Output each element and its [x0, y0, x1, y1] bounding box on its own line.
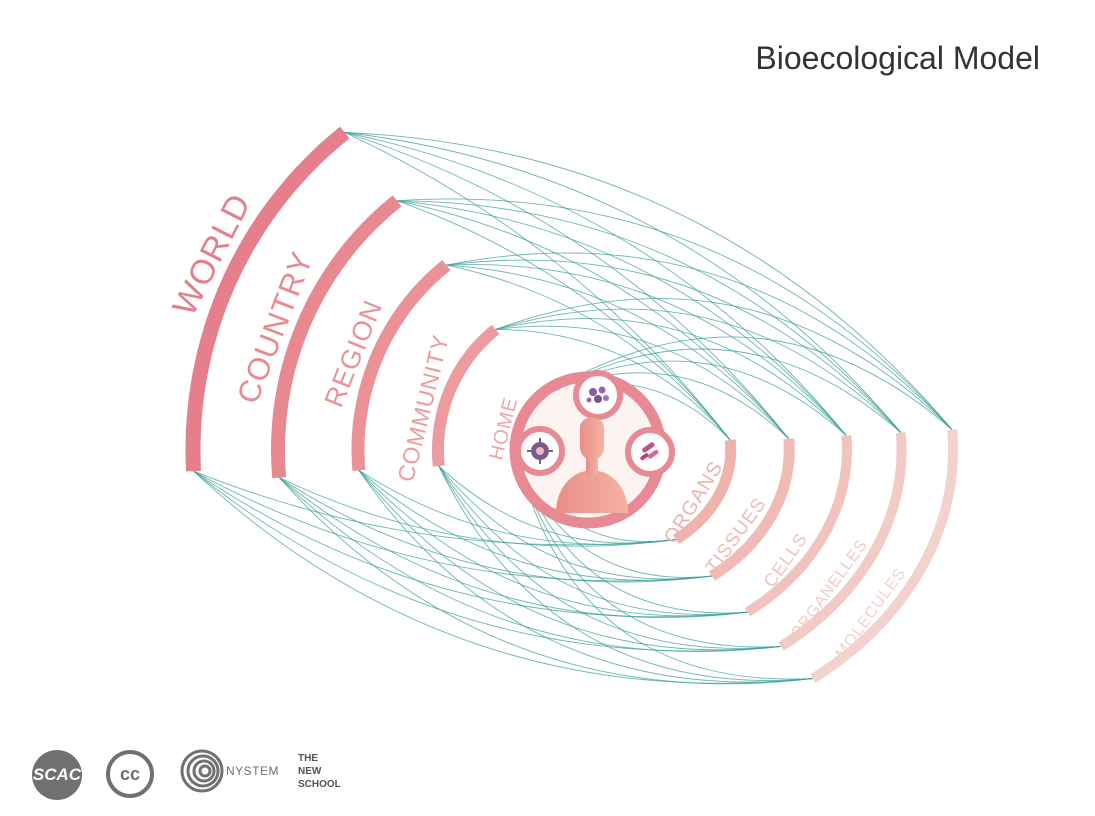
ring-community: [432, 324, 500, 467]
connector-line: [278, 477, 813, 685]
connector-line: [358, 470, 676, 545]
logo-bar: SCAC cc NYSTEM THE NEW SCHOOL: [32, 742, 392, 802]
ring-organelles: [778, 432, 907, 651]
ring-organs: [672, 439, 737, 544]
connector-line: [438, 465, 813, 681]
page-title: Bioecological Model: [755, 40, 1040, 76]
connector-line: [446, 252, 953, 431]
connector-line: [446, 264, 731, 441]
connector-line: [358, 470, 748, 617]
connector-line: [358, 470, 782, 651]
new-school-line: NEW: [298, 766, 322, 777]
connector-line: [446, 264, 847, 436]
creative-commons-logo: cc: [106, 750, 154, 798]
connector-line: [278, 477, 712, 583]
connector-line: [344, 132, 790, 440]
connector-line: [397, 200, 790, 440]
connector-line: [495, 298, 953, 431]
connector-line: [278, 477, 782, 652]
connector-line: [518, 462, 813, 680]
connector-line: [358, 470, 712, 581]
connector-line: [279, 477, 676, 547]
connector-line: [446, 264, 790, 440]
person-icon: [556, 417, 628, 513]
connector-line: [344, 132, 953, 431]
connector-line: [396, 200, 731, 441]
connector-line: [446, 259, 902, 433]
connector-line: [344, 132, 731, 441]
connector-line: [397, 198, 953, 431]
microbe-cluster-icon: [573, 370, 623, 420]
connector-line: [544, 348, 902, 433]
connector-line: [358, 470, 813, 683]
ring-region: [351, 260, 451, 471]
nystem-logo-icon: [180, 749, 224, 793]
connector-line: [438, 465, 748, 615]
connector-line: [278, 477, 748, 618]
connector-line: [344, 132, 847, 436]
connector-line: [438, 465, 782, 649]
connector-line: [344, 132, 902, 433]
ring-tissues: [708, 438, 795, 581]
new-school-line: THE: [298, 753, 318, 764]
new-school-line: SCHOOL: [298, 779, 341, 790]
connector-line: [438, 465, 676, 544]
connector-line: [397, 200, 847, 436]
bacteria-icon: [625, 427, 675, 477]
center-core: [509, 370, 675, 529]
connector-lines: [193, 132, 953, 685]
connector-line: [438, 465, 712, 580]
connector-line: [544, 336, 953, 431]
ring-cells: [744, 435, 853, 617]
ring-country: [271, 195, 402, 479]
nystem-logo-text: NYSTEM: [226, 764, 280, 778]
connector-line: [518, 462, 782, 648]
connector-line: [495, 328, 731, 441]
ring-molecules: [810, 429, 958, 683]
new-school-logo: THE NEW SCHOOL: [298, 752, 341, 791]
ring-world: [185, 126, 350, 472]
connector-line: [495, 308, 902, 433]
connector-line: [193, 470, 782, 652]
scac-logo: SCAC: [32, 750, 82, 800]
virus-icon: [515, 426, 565, 476]
connector-line: [397, 200, 902, 433]
rings: [185, 126, 958, 683]
connector-line: [495, 318, 847, 436]
connector-line: [193, 470, 748, 618]
connector-line: [193, 470, 712, 582]
